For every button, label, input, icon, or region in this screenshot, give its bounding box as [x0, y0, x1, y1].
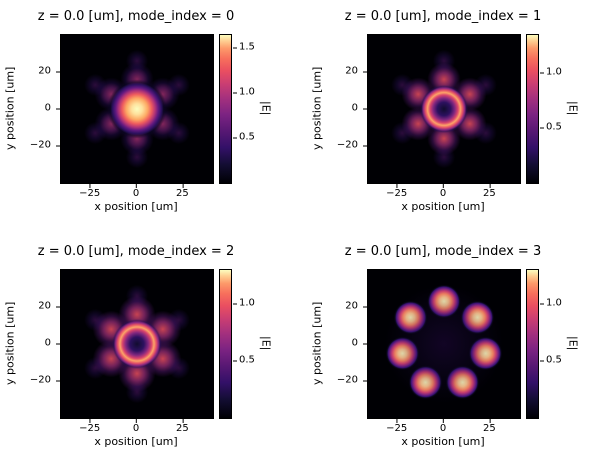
colorbar-tick: 1.0 [233, 297, 255, 309]
y-tick: −20 [336, 374, 368, 386]
colorbar [526, 269, 539, 419]
x-tick: 0 [439, 419, 447, 434]
colorbar-tick: 1.5 [233, 41, 255, 53]
x-tick: 0 [439, 184, 447, 199]
y-axis-label: y position [um] [3, 301, 17, 385]
y-tick: 20 [345, 300, 367, 312]
plot-title: z = 0.0 [um], mode_index = 0 [37, 9, 235, 24]
plot-title: z = 0.0 [um], mode_index = 2 [37, 244, 235, 259]
y-tick-labels: 20 0 −20 [26, 269, 61, 417]
subplot-mode-1: z = 0.0 [um], mode_index = 1 y position … [307, 0, 614, 235]
plot-title: z = 0.0 [um], mode_index = 1 [344, 9, 542, 24]
y-axis-label: y position [um] [310, 301, 324, 385]
y-tick: 0 [44, 337, 61, 349]
y-tick: 20 [345, 65, 367, 77]
y-tick: 0 [351, 102, 368, 114]
plot-title: z = 0.0 [um], mode_index = 3 [344, 244, 542, 259]
x-tick: −25 [386, 419, 408, 434]
y-tick: −20 [336, 139, 368, 151]
colorbar-tick-labels: 0.5 1.0 [540, 34, 570, 182]
x-tick: 25 [482, 419, 496, 434]
x-axis-label: x position [um] [94, 200, 178, 213]
x-tick-labels: −25 0 25 [60, 419, 212, 435]
y-tick: 20 [38, 300, 60, 312]
y-tick: 0 [44, 102, 61, 114]
y-tick-labels: 20 0 −20 [333, 34, 368, 182]
x-tick: 0 [132, 419, 140, 434]
y-axis-label: y position [um] [3, 66, 17, 150]
x-tick-labels: −25 0 25 [60, 184, 212, 200]
colorbar-tick-labels: 0.5 1.0 [233, 269, 263, 417]
x-tick: 25 [175, 184, 189, 199]
colorbar-label: |E| [259, 335, 273, 351]
x-tick: 0 [132, 184, 140, 199]
y-tick: −20 [29, 374, 61, 386]
subplot-mode-3: z = 0.0 [um], mode_index = 3 y position … [307, 235, 614, 470]
mode-heatmap [60, 269, 214, 419]
colorbar-tick-labels: 0.5 1.0 1.5 [233, 34, 263, 182]
colorbar-tick: 0.5 [540, 354, 562, 366]
mode-heatmap [60, 34, 214, 184]
x-axis-label: x position [um] [401, 200, 485, 213]
y-tick-labels: 20 0 −20 [333, 269, 368, 417]
colorbar-tick: 0.5 [233, 354, 255, 366]
x-axis-label: x position [um] [94, 435, 178, 448]
colorbar [526, 34, 539, 184]
mode-heatmap [367, 34, 521, 184]
y-tick: −20 [29, 139, 61, 151]
x-tick-labels: −25 0 25 [367, 184, 519, 200]
colorbar-tick: 0.5 [540, 121, 562, 133]
mode-heatmap [367, 269, 521, 419]
subplot-mode-0: z = 0.0 [um], mode_index = 0 y position … [0, 0, 307, 235]
colorbar [219, 269, 232, 419]
y-tick: 20 [38, 65, 60, 77]
colorbar [219, 34, 232, 184]
x-tick: 25 [482, 184, 496, 199]
colorbar-tick-labels: 0.5 1.0 [540, 269, 570, 417]
colorbar-tick: 0.5 [233, 131, 255, 143]
y-tick-labels: 20 0 −20 [26, 34, 61, 182]
colorbar-tick: 1.0 [540, 66, 562, 78]
x-tick-labels: −25 0 25 [367, 419, 519, 435]
x-axis-label: x position [um] [401, 435, 485, 448]
y-tick: 0 [351, 337, 368, 349]
subplot-mode-2: z = 0.0 [um], mode_index = 2 y position … [0, 235, 307, 470]
x-tick: −25 [79, 184, 101, 199]
x-tick: −25 [386, 184, 408, 199]
x-tick: −25 [79, 419, 101, 434]
x-tick: 25 [175, 419, 189, 434]
colorbar-tick: 1.0 [233, 86, 255, 98]
colorbar-label: |E| [566, 100, 580, 116]
colorbar-label: |E| [259, 100, 273, 116]
y-axis-label: y position [um] [310, 66, 324, 150]
colorbar-tick: 1.0 [540, 297, 562, 309]
colorbar-label: |E| [566, 335, 580, 351]
